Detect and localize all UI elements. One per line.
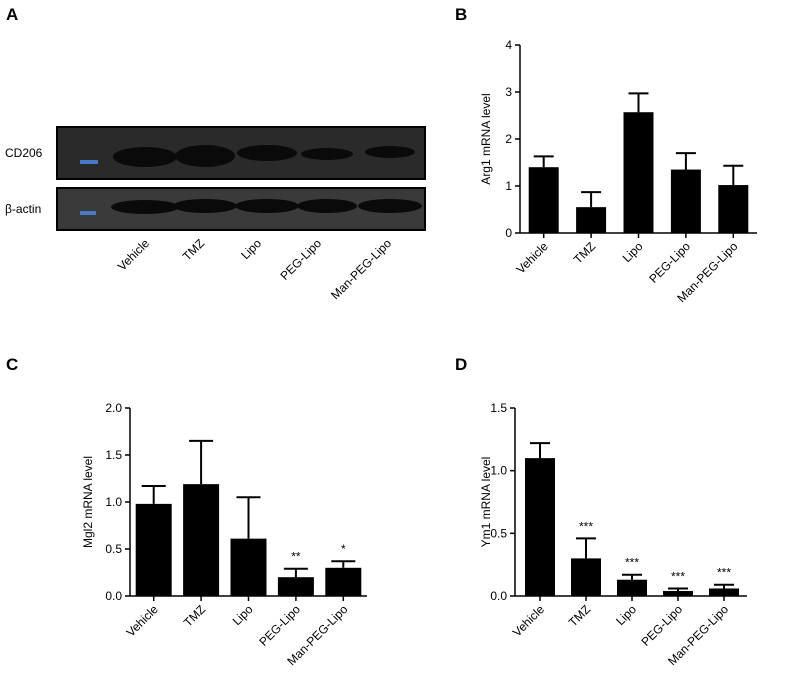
error-bar	[628, 92, 649, 113]
y-tick-label: 1.5	[490, 401, 507, 415]
error-bar	[331, 560, 356, 568]
bar	[623, 112, 654, 233]
x-tick-label: PEG-Lipo	[638, 602, 685, 649]
bar	[525, 458, 555, 596]
lane-label: Vehicle	[115, 236, 152, 273]
y-tick-label: 0.0	[105, 589, 122, 603]
bar	[277, 577, 314, 596]
y-tick-label: 0	[505, 226, 512, 240]
error-bar	[283, 567, 308, 578]
y-tick-label: 1.0	[490, 464, 507, 478]
ladder	[80, 211, 96, 215]
y-axis-label: Arg1 mRNA level	[479, 93, 493, 184]
error-bar	[714, 583, 734, 589]
y-tick-label: 1	[505, 179, 512, 193]
protein-label: β-actin	[5, 202, 41, 216]
y-tick-label: 1.0	[105, 495, 122, 509]
significance: **	[291, 550, 301, 564]
lane-label: PEG-Lipo	[277, 236, 324, 283]
significance: *	[341, 542, 346, 556]
y-tick-label: 2.0	[105, 401, 122, 415]
bar	[135, 503, 172, 596]
bar	[709, 588, 739, 596]
bar	[617, 579, 647, 596]
error-bar	[533, 155, 554, 168]
y-tick-label: 2	[505, 132, 512, 146]
y-tick-label: 3	[505, 85, 512, 99]
error-bar	[668, 587, 688, 591]
bar	[663, 590, 693, 596]
x-tick-label: TMZ	[566, 602, 593, 629]
bar	[670, 169, 701, 233]
error-bar	[581, 191, 602, 208]
significance: ***	[671, 569, 685, 583]
bar	[230, 538, 267, 596]
y-tick-label: 0.5	[490, 526, 507, 540]
error-bar	[675, 152, 696, 170]
x-tick-label: Vehicle	[510, 602, 547, 639]
bar	[325, 567, 362, 596]
panel-label: A	[6, 5, 18, 24]
error-bar	[236, 496, 261, 539]
error-bar	[530, 442, 550, 459]
significance: ***	[717, 566, 731, 580]
x-tick-label: PEG-Lipo	[256, 602, 303, 649]
y-tick-label: 4	[505, 38, 512, 52]
significance: ***	[579, 519, 593, 533]
lane-label: TMZ	[180, 236, 207, 263]
panel-label: C	[6, 355, 18, 374]
significance: ***	[625, 556, 639, 570]
y-axis-label: Mgl2 mRNA level	[81, 456, 95, 548]
error-bar	[622, 573, 642, 580]
x-tick-label: PEG-Lipo	[646, 239, 693, 286]
bands	[111, 145, 422, 214]
error-bar	[576, 537, 596, 559]
x-tick-label: Vehicle	[124, 602, 161, 639]
error-bar	[189, 439, 214, 485]
lane-label: Lipo	[238, 236, 264, 262]
bar	[183, 484, 220, 596]
y-tick-label: 0.5	[105, 542, 122, 556]
bar	[576, 207, 607, 233]
blot-panel: A CD206 β-actin	[5, 5, 426, 231]
bar	[571, 558, 601, 596]
panel-label: B	[455, 5, 467, 24]
x-tick-label: TMZ	[571, 239, 598, 266]
x-tick-label: Lipo	[620, 239, 646, 265]
y-tick-label: 1.5	[105, 448, 122, 462]
y-tick-label: 0.0	[490, 589, 507, 603]
protein-label: CD206	[5, 146, 43, 160]
y-axis-label: Ym1 mRNA level	[479, 457, 493, 548]
lane-label: Man-PEG-Lipo	[328, 236, 394, 302]
ladder	[80, 160, 98, 164]
bar	[718, 185, 749, 233]
x-tick-label: Lipo	[230, 602, 256, 628]
error-bar	[723, 164, 744, 186]
x-tick-label: TMZ	[181, 602, 208, 629]
bar	[528, 167, 559, 233]
x-tick-label: Lipo	[613, 602, 639, 628]
error-bar	[141, 485, 166, 504]
x-tick-label: Vehicle	[514, 239, 551, 276]
panel-label: D	[455, 355, 467, 374]
